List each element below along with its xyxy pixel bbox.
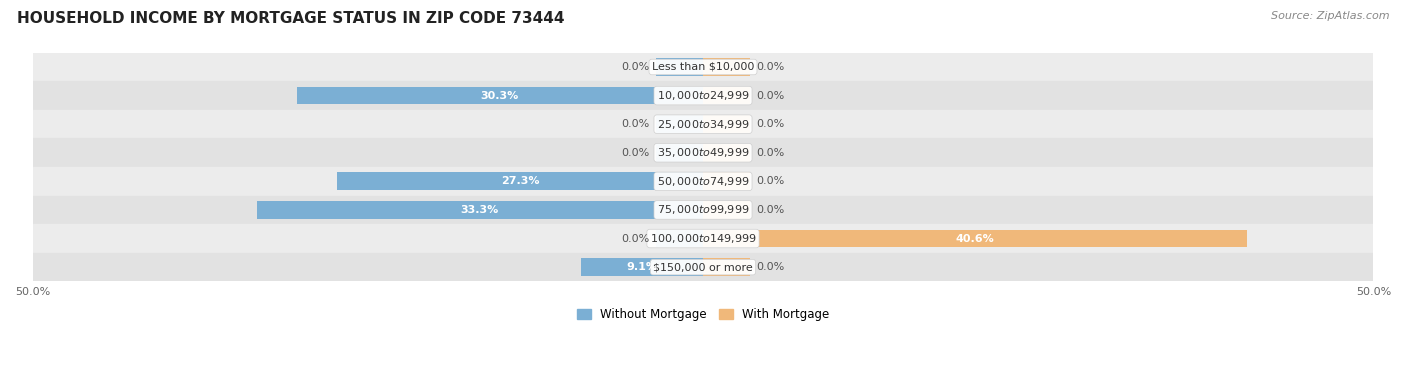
- Bar: [657, 58, 703, 76]
- Text: HOUSEHOLD INCOME BY MORTGAGE STATUS IN ZIP CODE 73444: HOUSEHOLD INCOME BY MORTGAGE STATUS IN Z…: [17, 11, 564, 26]
- Bar: [657, 230, 703, 247]
- Text: $150,000 or more: $150,000 or more: [654, 262, 752, 272]
- Bar: [32, 196, 1374, 224]
- Bar: [703, 201, 749, 219]
- Bar: [657, 144, 703, 162]
- Bar: [32, 253, 1374, 281]
- Text: 40.6%: 40.6%: [956, 233, 994, 244]
- Text: 0.0%: 0.0%: [756, 205, 785, 215]
- Text: $10,000 to $24,999: $10,000 to $24,999: [657, 89, 749, 102]
- Text: 0.0%: 0.0%: [756, 176, 785, 186]
- Text: $35,000 to $49,999: $35,000 to $49,999: [657, 146, 749, 159]
- Bar: [657, 115, 703, 133]
- Text: 0.0%: 0.0%: [621, 233, 650, 244]
- Bar: [703, 58, 749, 76]
- Bar: [297, 87, 703, 104]
- Text: 0.0%: 0.0%: [756, 90, 785, 101]
- Bar: [32, 138, 1374, 167]
- Bar: [703, 144, 749, 162]
- Text: Source: ZipAtlas.com: Source: ZipAtlas.com: [1271, 11, 1389, 21]
- Bar: [703, 173, 749, 190]
- Bar: [256, 201, 703, 219]
- Text: 27.3%: 27.3%: [501, 176, 540, 186]
- Bar: [703, 87, 749, 104]
- Bar: [703, 230, 1247, 247]
- Text: 0.0%: 0.0%: [756, 62, 785, 72]
- Text: 0.0%: 0.0%: [756, 262, 785, 272]
- Text: 0.0%: 0.0%: [756, 148, 785, 158]
- Text: $25,000 to $34,999: $25,000 to $34,999: [657, 118, 749, 131]
- Text: $75,000 to $99,999: $75,000 to $99,999: [657, 204, 749, 216]
- Bar: [32, 81, 1374, 110]
- Text: 0.0%: 0.0%: [621, 148, 650, 158]
- Bar: [337, 173, 703, 190]
- Text: $100,000 to $149,999: $100,000 to $149,999: [650, 232, 756, 245]
- Text: 0.0%: 0.0%: [621, 119, 650, 129]
- Bar: [581, 258, 703, 276]
- Bar: [32, 224, 1374, 253]
- Text: 9.1%: 9.1%: [627, 262, 658, 272]
- Bar: [703, 115, 749, 133]
- Text: 0.0%: 0.0%: [621, 62, 650, 72]
- Bar: [32, 110, 1374, 138]
- Text: Less than $10,000: Less than $10,000: [652, 62, 754, 72]
- Text: 30.3%: 30.3%: [481, 90, 519, 101]
- Text: 33.3%: 33.3%: [461, 205, 499, 215]
- Bar: [32, 53, 1374, 81]
- Bar: [703, 258, 749, 276]
- Legend: Without Mortgage, With Mortgage: Without Mortgage, With Mortgage: [572, 303, 834, 326]
- Bar: [32, 167, 1374, 196]
- Text: $50,000 to $74,999: $50,000 to $74,999: [657, 175, 749, 188]
- Text: 0.0%: 0.0%: [756, 119, 785, 129]
